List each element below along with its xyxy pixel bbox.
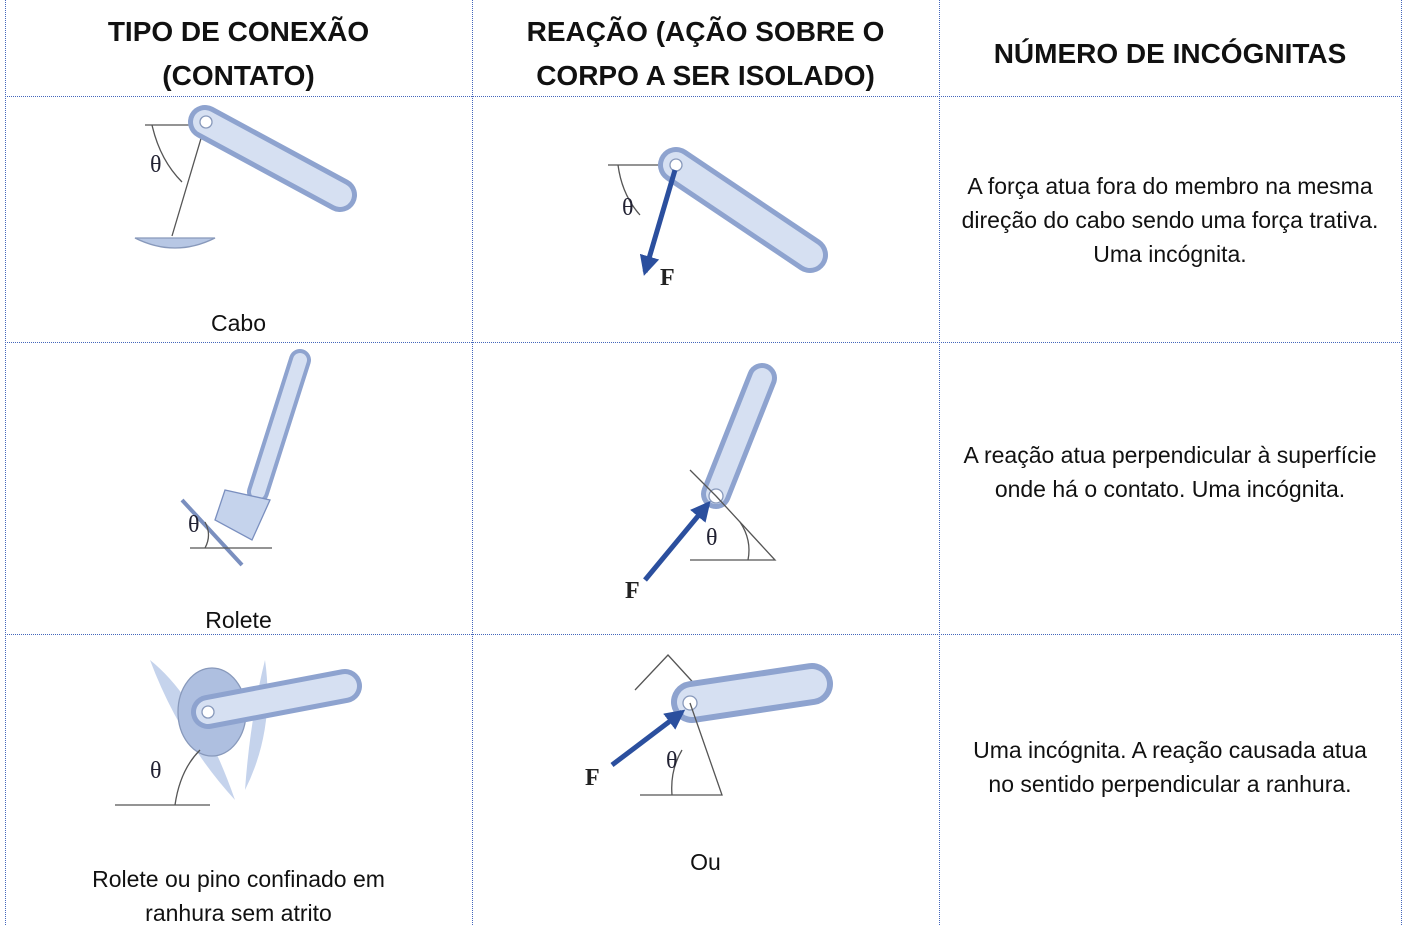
angle-label: θ [706,525,718,551]
cable-reaction-figure: θ F [608,147,828,291]
border [1401,0,1402,925]
header-text: NÚMERO DE INCÓGNITAS [993,38,1347,69]
connection-label: Rolete [205,607,272,633]
roller-reaction-figure: θ F [625,363,777,604]
border [5,0,6,925]
slot-reaction-figure: θ F [585,654,833,796]
roller-figure: θ [180,349,311,567]
header-cell: NÚMERO DE INCÓGNITAS [939,32,1401,76]
border [5,342,1402,343]
angle-label: θ [622,195,634,221]
connection-label: Rolete ou pino confinado em ranhura sem … [92,866,385,926]
force-label: F [585,765,600,791]
border [939,0,940,925]
angle-label: θ [150,758,162,784]
header-cell: REAÇÃO (AÇÃO SOBRE O CORPO A SER ISOLADO) [472,10,939,98]
angle-label: θ [666,748,678,774]
description: Uma incógnita. A reação causada atua no … [973,737,1367,797]
border [5,634,1402,635]
header-text: TIPO DE CONEXÃO [107,16,370,47]
connection-label: Cabo [211,310,266,336]
angle-label: θ [188,512,200,538]
force-label: F [625,578,640,604]
description: A reação atua perpendicular à superfície… [963,442,1377,502]
force-label: F [660,265,675,291]
header-cell: TIPO DE CONEXÃO (CONTATO) [5,10,472,98]
description: A força atua fora do membro na mesma dir… [961,173,1379,267]
border [5,96,1402,97]
cable-figure: θ [134,105,357,249]
border [472,0,473,925]
header-text: CORPO A SER ISOLADO) [536,60,875,91]
angle-label: θ [150,152,162,178]
reaction-note: Ou [690,849,721,875]
header-text: REAÇÃO (AÇÃO SOBRE O [526,16,885,47]
header-text: (CONTATO) [162,60,315,91]
slot-figure: θ [115,660,362,806]
